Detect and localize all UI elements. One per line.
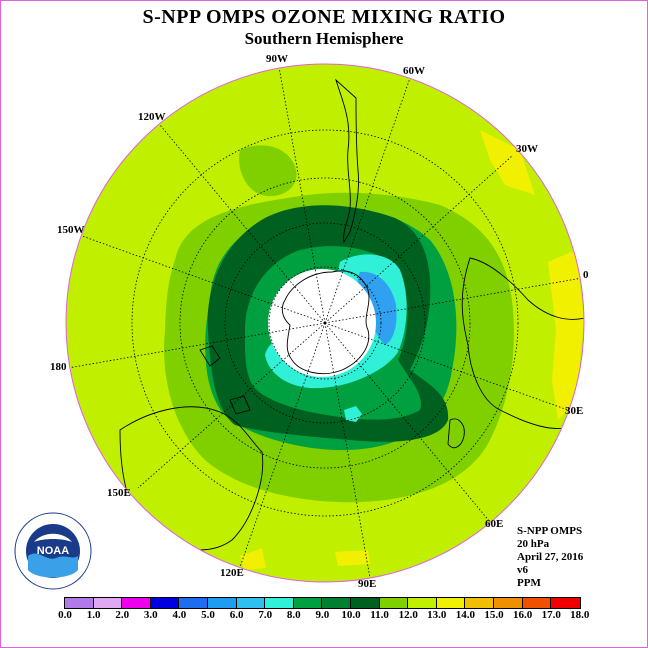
colorbar-tick-label: 3.0: [143, 609, 158, 621]
colorbar-tick-label: 12.0: [398, 609, 418, 621]
latitude-circles: [131, 129, 519, 517]
yellow-region-northeast: [480, 130, 535, 195]
south-america-coastline: [335, 78, 359, 244]
colorbar-swatch: [122, 598, 151, 608]
blue-region: [357, 271, 397, 345]
light-green-lobe: [239, 145, 297, 197]
info-level: 20 hPa: [517, 538, 550, 550]
colorbar-swatch: [93, 598, 123, 608]
yellow-region-east: [548, 250, 584, 420]
colorbar-tick-label: 6.0: [229, 609, 244, 621]
colorbar-swatch: [236, 598, 266, 608]
globe-outline: [65, 63, 585, 583]
lon-label-30w: 30W: [516, 143, 538, 155]
colorbar-swatch: [379, 598, 409, 608]
colorbar: [64, 597, 581, 609]
colorbar-swatch: [551, 598, 580, 608]
colorbar-tick-label: 5.0: [201, 609, 215, 621]
lon-label-150w: 150W: [57, 224, 85, 236]
colorbar-swatch: [522, 598, 552, 608]
colorbar-swatch: [408, 598, 437, 608]
colorbar-swatch: [322, 598, 351, 608]
lon-label-0: 0: [583, 269, 589, 281]
colorbar-tick-label: 17.0: [541, 609, 561, 621]
lon-label-120w: 120W: [138, 111, 166, 123]
antarctica-coastline: [281, 270, 370, 374]
colorbar-tick-label: 13.0: [427, 609, 447, 621]
colorbar-tick-label: 16.0: [512, 609, 533, 621]
colorbar-tick-label: 4.0: [172, 609, 187, 621]
colorbar-swatch: [350, 598, 380, 608]
colorbar-swatch: [265, 598, 294, 608]
colorbar-tick-label: 10.0: [341, 609, 361, 621]
lon-label-90w: 90W: [266, 53, 288, 65]
colorbar-tick-label: 9.0: [315, 609, 330, 621]
colorbar-tick-label: 8.0: [286, 609, 301, 621]
lon-label-150e: 150E: [107, 487, 131, 499]
lon-label-60e: 60E: [485, 518, 503, 530]
colorbar-swatch: [293, 598, 323, 608]
info-units: PPM: [517, 577, 541, 589]
colorbar-tick-label: 1.0: [86, 609, 101, 621]
info-date: April 27, 2016: [517, 551, 584, 563]
lon-label-120e: 120E: [220, 567, 244, 579]
yellow-region-southwest: [240, 548, 266, 570]
lon-label-60w: 60W: [403, 65, 425, 77]
colorbar-swatch: [179, 598, 208, 608]
colorbar-tick-label: 18.0: [570, 609, 590, 621]
south-pole-marker: [323, 321, 327, 325]
colorbar-swatch: [150, 598, 180, 608]
yellow-region-south: [335, 550, 370, 566]
map-title: S-NPP OMPS OZONE MIXING RATIO: [142, 6, 506, 28]
new-zealand-coastline: [199, 345, 251, 415]
colorbar-tick-label: 14.0: [455, 609, 476, 621]
info-version: v6: [517, 564, 528, 576]
colorbar-swatch: [436, 598, 466, 608]
madagascar-coastline: [447, 418, 465, 449]
info-instrument: S-NPP OMPS: [517, 525, 583, 537]
cyan-island: [344, 406, 362, 422]
colorbar-swatch: [65, 598, 94, 608]
africa-coastline: [461, 257, 584, 429]
lon-label-90e: 90E: [358, 578, 376, 590]
map-subtitle: Southern Hemisphere: [244, 29, 404, 48]
info-block: S-NPP OMPS 20 hPa April 27, 2016 v6 PPM: [517, 525, 583, 590]
colorbar-swatch: [465, 598, 494, 608]
colorbar-swatch: [493, 598, 523, 608]
colorbar-swatch: [207, 598, 237, 608]
colorbar-tick-label: 15.0: [484, 609, 504, 621]
colorbar-tick-label: 7.0: [258, 609, 273, 621]
noaa-logo: NOAA: [14, 512, 92, 590]
colorbar-tick-label: 0.0: [58, 609, 72, 621]
polar-no-data: [268, 269, 376, 377]
lon-label-180: 180: [50, 361, 67, 373]
noaa-logo-text: NOAA: [37, 545, 69, 557]
colorbar-tick-label: 2.0: [115, 609, 130, 621]
colorbar-tick-label: 11.0: [370, 609, 389, 621]
lon-label-30e: 30E: [565, 405, 583, 417]
meridians: [67, 66, 583, 579]
